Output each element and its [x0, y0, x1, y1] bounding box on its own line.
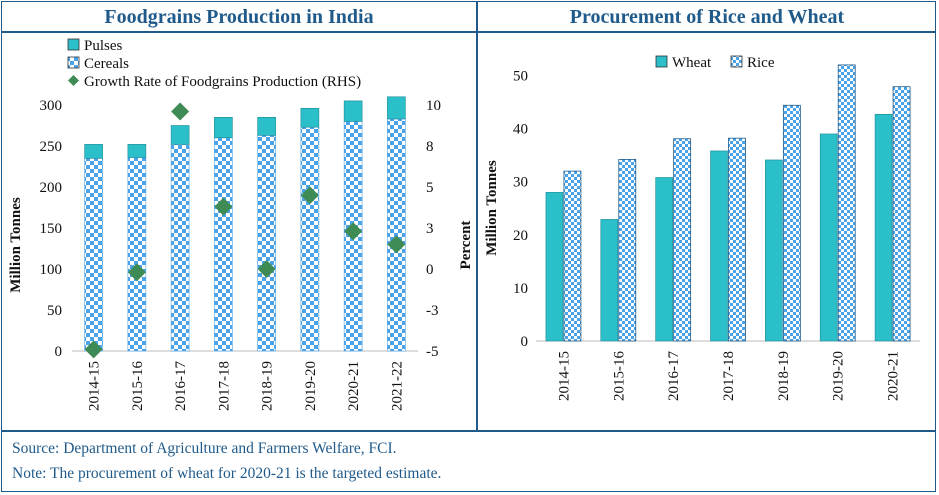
left-x-tick-label: 2021-22: [389, 361, 405, 411]
legend-swatch-wheat: [655, 55, 668, 68]
wheat-bar: [710, 150, 728, 342]
legend-swatch-cereals: [67, 56, 80, 69]
left-x-tick-label: 2014-15: [87, 361, 103, 411]
footer-divider: [1, 430, 936, 432]
left-x-tick-label: 2015-16: [130, 361, 146, 411]
rice-bar: [782, 104, 801, 342]
left-y2-tick-label: 8: [426, 139, 434, 155]
right-y-tick-label: 10: [513, 281, 528, 297]
growth-rate-marker: [300, 186, 319, 205]
wheat-bar: [655, 177, 673, 342]
right-chart-title: Procurement of Rice and Wheat: [569, 6, 845, 28]
cereals-bar: [257, 135, 276, 352]
legend-swatch-rice: [730, 55, 743, 68]
right-y-tick-label: 0: [521, 334, 529, 350]
left-x-tick-label: 2016-17: [173, 361, 189, 411]
pulses-bar: [214, 117, 233, 139]
footnote: Note: The procurement of wheat for 2020-…: [12, 465, 442, 482]
left-y2-tick-label: 3: [426, 221, 434, 237]
right-y-tick-label: 20: [513, 228, 528, 244]
cereals-bar: [127, 157, 147, 352]
left-y-tick-label: 300: [40, 98, 63, 114]
rice-bar: [563, 170, 582, 342]
growth-rate-marker: [344, 222, 363, 241]
pulses-bar: [257, 117, 276, 136]
source-note: Source: Department of Agriculture and Fa…: [12, 440, 397, 457]
legend-label-pulses: Pulses: [84, 38, 123, 54]
pulses-bar: [300, 107, 320, 128]
left-y2-tick-label: -5: [426, 344, 439, 360]
panel-divider: [476, 1, 478, 431]
wheat-bar: [765, 159, 783, 342]
growth-rate-marker: [127, 263, 146, 282]
pulses-bar: [127, 144, 147, 158]
left-y-tick-label: 50: [47, 303, 62, 319]
legend-marker-growth: [68, 75, 79, 86]
right-y-tick-label: 40: [513, 122, 528, 138]
left-chart-title: Foodgrains Production in India: [104, 6, 374, 28]
right-legend: Wheat Rice: [655, 55, 775, 71]
title-divider: [1, 31, 936, 33]
legend-swatch-pulses: [67, 38, 80, 51]
left-y-tick-label: 200: [40, 180, 63, 196]
cereals-bar: [387, 118, 406, 352]
rice-bar: [728, 137, 746, 342]
left-y-tick-label: 250: [40, 139, 63, 155]
cereals-bar: [84, 158, 103, 352]
left-y2-axis-label: Percent: [458, 221, 474, 270]
rice-bar: [618, 159, 637, 342]
legend-label-growth: Growth Rate of Foodgrains Production (RH…: [84, 74, 361, 90]
growth-rate-marker: [387, 235, 406, 254]
foodgrains-chart: Pulses Cereals Growth Rate of Foodgrains P…: [8, 38, 474, 411]
left-y-tick-label: 0: [55, 344, 63, 360]
left-y2-tick-label: 5: [426, 180, 434, 196]
right-x-tick-label: 2020-21: [886, 351, 902, 401]
left-y-axis-label: Million Tonnes: [8, 197, 24, 293]
pulses-bar: [84, 144, 103, 159]
right-x-tick-label: 2019-20: [831, 351, 847, 401]
right-x-tick-label: 2015-16: [611, 351, 627, 401]
left-x-tick-label: 2018-19: [260, 361, 276, 411]
pulses-bar: [170, 125, 190, 145]
growth-rate-marker: [214, 197, 233, 216]
procurement-chart: Wheat Rice Million Tonnes 0 10 20 30 40 50 2014…: [484, 55, 920, 401]
left-legend: Pulses Cereals Growth Rate of Foodgrains P…: [67, 38, 361, 90]
right-x-tick-label: 2016-17: [666, 351, 682, 401]
pulses-bar: [343, 100, 363, 122]
right-y-axis-label: Million Tonnes: [484, 160, 500, 256]
wheat-bar: [600, 219, 619, 342]
left-y2-tick-label: 0: [426, 262, 434, 278]
left-y-tick-label: 150: [40, 221, 63, 237]
wheat-bar: [819, 133, 838, 342]
left-y-tick-label: 100: [40, 262, 63, 278]
cereals-bar: [214, 137, 233, 352]
legend-label-rice: Rice: [747, 55, 775, 71]
left-x-tick-label: 2020-21: [346, 361, 362, 411]
growth-rate-marker: [84, 340, 103, 359]
rice-bar: [837, 64, 856, 342]
right-x-tick-label: 2017-18: [721, 351, 737, 401]
left-x-tick-label: 2017-18: [216, 361, 232, 411]
growth-rate-marker: [257, 260, 276, 278]
left-y2-tick-label: 10: [426, 98, 441, 114]
cereals-bar: [300, 126, 320, 352]
right-x-tick-label: 2014-15: [556, 351, 572, 401]
right-x-tick-label: 2018-19: [776, 351, 792, 401]
rice-bar: [892, 86, 911, 342]
rice-bar: [673, 138, 692, 342]
wheat-bar: [874, 114, 893, 342]
wheat-bar: [545, 192, 564, 342]
pulses-bar: [387, 96, 406, 120]
cereals-bar: [170, 144, 190, 352]
left-y2-tick-label: -3: [426, 303, 439, 319]
right-y-tick-label: 50: [513, 69, 528, 85]
right-y-tick-label: 30: [513, 175, 528, 191]
growth-rate-marker: [171, 102, 190, 121]
legend-label-wheat: Wheat: [672, 55, 712, 71]
left-x-tick-label: 2019-20: [303, 361, 319, 411]
legend-label-cereals: Cereals: [84, 56, 129, 72]
